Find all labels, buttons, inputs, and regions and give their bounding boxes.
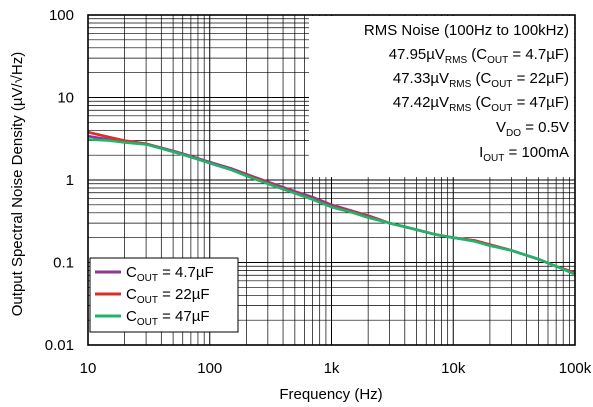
y-tick-label: 10 (57, 90, 74, 107)
x-tick-label: 100k (559, 360, 592, 377)
plot-grid (87, 15, 575, 346)
plot-border (87, 14, 576, 346)
annotation-line-2: 47.95µVRMS (COUT = 4.7µF) (389, 46, 569, 66)
y-axis-title: Output Spectral Noise Density (µV/√Hz) (9, 52, 26, 316)
annotation-line-3: 47.33µVRMS (COUT = 22µF) (393, 70, 569, 90)
y-tick-label: 100 (49, 7, 74, 24)
annotation-line-6: IOUT = 100mA (479, 144, 569, 164)
legend-label-1: COUT = 4.7µF (126, 264, 214, 284)
x-tick-label: 10 (80, 360, 97, 377)
legend-label-2: COUT = 22µF (126, 286, 210, 306)
legend-label-3: COUT = 47µF (126, 308, 210, 328)
series-line-3 (87, 138, 576, 276)
plot-frame (87, 14, 576, 346)
tick-labels: 10 100 1k 10k 100k 0.01 0.1 1 10 100 (45, 7, 592, 377)
y-tick-label: 0.01 (45, 337, 74, 354)
y-tick-label: 1 (66, 172, 74, 189)
x-axis-title: Frequency (Hz) (279, 386, 382, 403)
series-group (87, 130, 576, 276)
y-tick-label: 0.1 (53, 255, 74, 272)
annotation-background (309, 16, 574, 177)
x-tick-label: 10k (441, 360, 466, 377)
x-tick-label: 1k (324, 360, 340, 377)
annotation-line-5: VDO = 0.5V (496, 119, 569, 139)
x-tick-label: 100 (197, 360, 222, 377)
annotation-line-4: 47.42µVRMS (COUT = 47µF) (393, 94, 569, 114)
annotation-line-1: RMS Noise (100Hz to 100kHz) (364, 22, 569, 39)
annotation-box: RMS Noise (100Hz to 100kHz) 47.95µVRMS (C… (309, 16, 574, 177)
